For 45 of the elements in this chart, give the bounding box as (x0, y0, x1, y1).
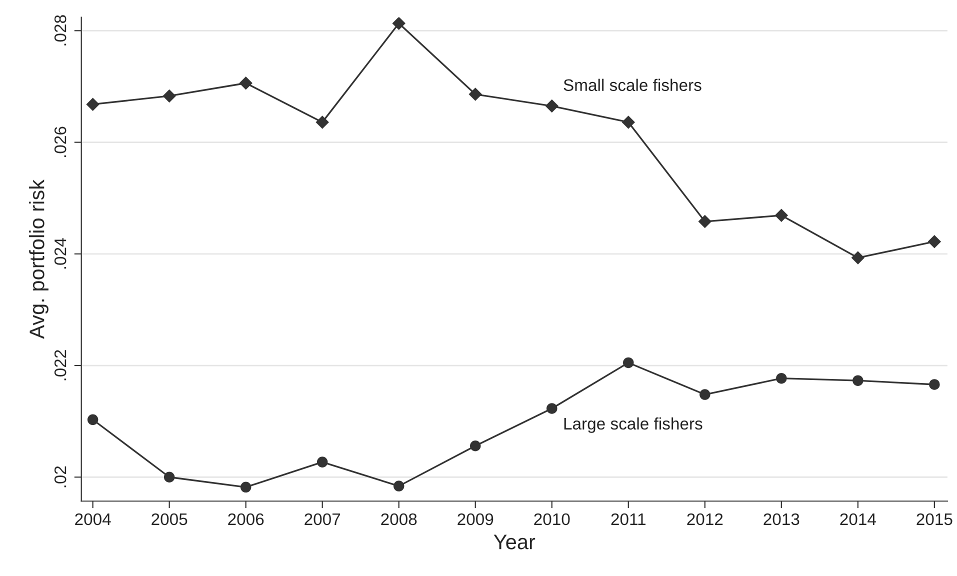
x-tick-label: 2006 (228, 513, 264, 526)
x-tick-label: 2011 (611, 513, 646, 526)
point (86, 98, 100, 111)
point (929, 379, 940, 390)
point (87, 414, 98, 426)
x-tick-label: 2009 (458, 513, 494, 526)
point (470, 440, 481, 452)
point (162, 90, 176, 102)
point (698, 215, 712, 228)
point (316, 456, 328, 468)
point (316, 116, 329, 129)
x-tick-label: 2013 (764, 513, 800, 526)
x-tick-label: 2005 (152, 513, 188, 526)
point (700, 389, 710, 400)
series-label: Small scale fishers (564, 78, 702, 92)
x-tick-label: 2015 (916, 513, 952, 526)
y-tick-label: .022 (54, 350, 66, 380)
point (852, 375, 864, 386)
point (240, 482, 252, 493)
x-tick-label: 2014 (840, 513, 876, 526)
point (928, 235, 941, 248)
point (622, 116, 635, 129)
point (164, 472, 175, 483)
point (239, 76, 252, 90)
y-tick-label: .024 (54, 238, 66, 269)
x-tick-label: 2007 (304, 513, 340, 526)
y-axis-title: Avg. portfolio risk (29, 179, 48, 339)
x-tick-label: 2010 (534, 513, 570, 526)
y-tick-label: .02 (54, 466, 66, 488)
x-tick-label: 2004 (75, 513, 111, 526)
point (623, 357, 634, 368)
series-label: Large scale fishers (564, 417, 702, 433)
y-tick-label: .028 (54, 15, 66, 46)
point (546, 403, 558, 414)
point (852, 251, 864, 264)
point (545, 100, 558, 112)
point (468, 88, 482, 101)
point (774, 208, 788, 222)
x-tick-label: 2008 (381, 513, 417, 526)
y-tick-label: .026 (54, 126, 66, 157)
point (393, 480, 404, 492)
point (776, 372, 787, 384)
point (392, 17, 406, 30)
x-axis-title: Year (494, 534, 536, 550)
x-tick-label: 2012 (687, 513, 723, 526)
